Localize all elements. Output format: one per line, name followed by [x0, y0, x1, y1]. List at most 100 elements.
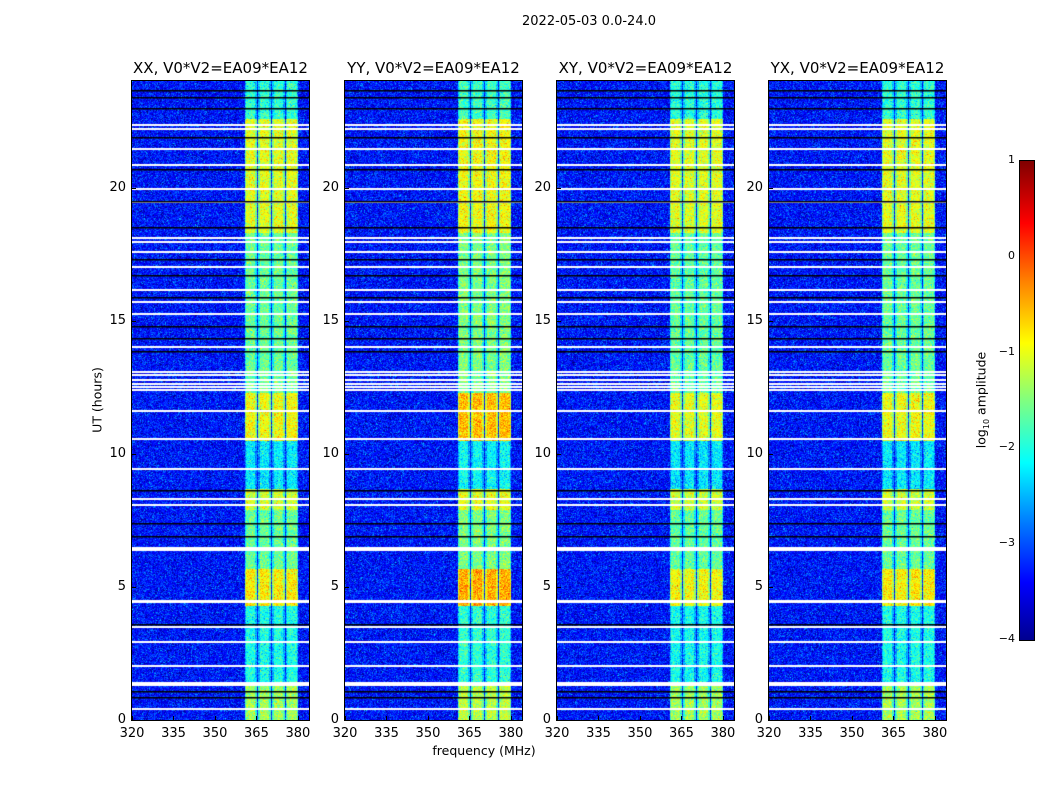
x-tick-label: 365: [669, 726, 694, 741]
colorbar-label-rest: amplitude: [973, 351, 989, 419]
y-tick-label: 5: [542, 578, 551, 594]
x-tick-label: 320: [119, 726, 145, 741]
y-tick-label: 15: [322, 312, 339, 328]
y-tick-label: 20: [109, 179, 126, 195]
x-tick: [386, 716, 388, 720]
heatmap-panel-2: YY, V0*V2=EA09*EA12 320 335 350 365 380 0 5 10 15…: [322, 59, 523, 741]
colorbar-label-log: log: [973, 429, 989, 449]
panel-title: XY, V0*V2=EA09*EA12: [558, 59, 733, 77]
x-tick-label: 320: [332, 726, 358, 741]
y-tick-label: 5: [330, 578, 339, 594]
x-tick: [297, 716, 299, 720]
x-tick: [769, 716, 770, 720]
x-tick: [810, 716, 812, 720]
x-tick-label: 380: [710, 726, 736, 741]
x-tick-label: 350: [627, 726, 653, 741]
panel-title: XX, V0*V2=EA09*EA12: [133, 59, 308, 77]
x-tick: [934, 716, 936, 720]
y-tick-label: 5: [117, 578, 126, 594]
colorbar-tick-label: 0: [1008, 248, 1015, 262]
x-tick-label: 335: [798, 726, 823, 741]
x-tick-label: 380: [922, 726, 948, 741]
x-axis-label: frequency (MHz): [432, 743, 536, 758]
y-tick-label: 10: [534, 445, 551, 461]
x-tick-label: 365: [881, 726, 906, 741]
heatmap-panel-1: XX, V0*V2=EA09*EA12 320 335 350 365 380 0 5 10 15…: [109, 59, 310, 741]
y-tick: [132, 453, 136, 455]
y-tick: [132, 187, 136, 189]
y-tick-label: 20: [746, 179, 763, 195]
x-tick: [173, 716, 175, 720]
colorbar-tick-label: −3: [998, 536, 1015, 550]
y-tick: [769, 720, 773, 721]
y-tick: [557, 187, 561, 189]
y-tick-label: 15: [534, 312, 551, 328]
x-tick-label: 365: [457, 726, 482, 741]
y-tick: [769, 586, 773, 588]
x-tick: [598, 716, 600, 720]
y-tick: [345, 453, 349, 455]
y-tick: [345, 187, 349, 189]
y-tick-label: 0: [754, 712, 763, 727]
x-tick-label: 365: [244, 726, 269, 741]
heatmap-image: [345, 81, 522, 720]
x-tick: [132, 716, 133, 720]
heatmap-panel-4: YX, V0*V2=EA09*EA12 320 335 350 365 380 0 5 10 15…: [746, 59, 947, 741]
x-tick: [557, 716, 558, 720]
colorbar-tick-label: 1: [1008, 153, 1015, 166]
y-tick: [769, 187, 773, 189]
x-tick: [510, 716, 512, 720]
x-tick-label: 350: [415, 726, 441, 741]
x-tick-label: 350: [839, 726, 865, 741]
y-tick: [769, 320, 773, 322]
colorbar-tick-label: −2: [998, 440, 1015, 454]
x-tick: [681, 716, 683, 720]
y-tick-label: 5: [754, 578, 763, 594]
x-tick: [469, 716, 471, 720]
heatmap-image: [132, 81, 309, 720]
y-axis-label: UT (hours): [89, 367, 105, 433]
y-tick: [132, 586, 136, 588]
x-tick-label: 335: [374, 726, 399, 741]
heatmap-image: [557, 81, 734, 720]
y-tick-label: 0: [542, 712, 551, 727]
x-tick: [639, 716, 641, 720]
y-tick-label: 15: [109, 312, 126, 328]
x-tick-label: 350: [202, 726, 228, 741]
y-tick: [345, 320, 349, 322]
panel-title: YX, V0*V2=EA09*EA12: [770, 59, 945, 77]
y-tick: [345, 586, 349, 588]
x-tick: [851, 716, 853, 720]
x-tick: [256, 716, 258, 720]
y-tick: [557, 586, 561, 588]
x-tick: [427, 716, 429, 720]
y-tick: [557, 720, 561, 721]
heatmap-image: [769, 81, 946, 720]
colorbar-tick-label: −4: [998, 632, 1015, 645]
y-tick: [557, 453, 561, 455]
x-tick-label: 320: [544, 726, 570, 741]
y-tick-label: 10: [322, 445, 339, 461]
colorbar-tick-label: −1: [998, 344, 1015, 358]
y-tick: [345, 720, 349, 721]
x-tick-label: 335: [586, 726, 611, 741]
y-tick: [132, 320, 136, 322]
x-tick: [345, 716, 346, 720]
y-tick-label: 10: [109, 445, 126, 461]
x-tick: [722, 716, 724, 720]
y-tick-label: 0: [330, 712, 339, 727]
y-tick: [769, 453, 773, 455]
x-tick-label: 320: [756, 726, 782, 741]
figure-suptitle: 2022-05-03 0.0-24.0: [522, 14, 656, 29]
y-tick-label: 20: [534, 179, 551, 195]
y-tick-label: 20: [322, 179, 339, 195]
x-tick: [214, 716, 216, 720]
x-tick: [893, 716, 895, 720]
y-tick-label: 15: [746, 312, 763, 328]
colorbar-label: log10 amplitude: [973, 352, 991, 448]
heatmap-panel-3: XY, V0*V2=EA09*EA12 320 335 350 365 380 0 5 10 15…: [534, 59, 735, 741]
x-tick-label: 380: [285, 726, 311, 741]
y-tick: [132, 720, 136, 721]
colorbar-label-sub: 10: [981, 418, 991, 430]
y-tick-label: 0: [117, 712, 126, 727]
